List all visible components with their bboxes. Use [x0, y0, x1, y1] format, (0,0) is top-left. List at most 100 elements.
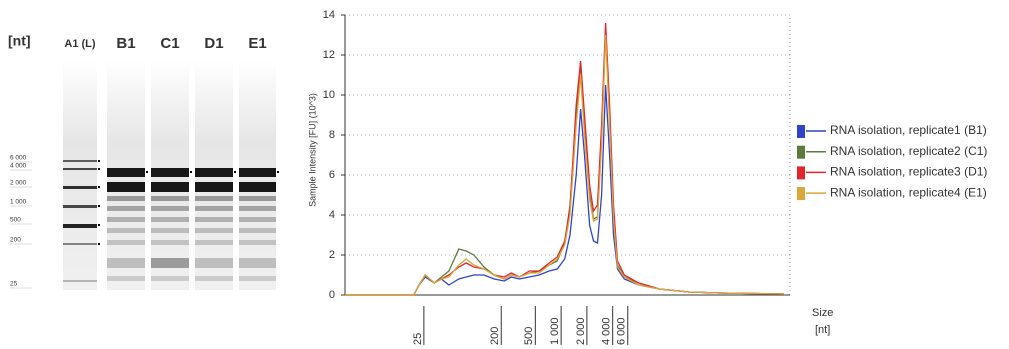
x-axis-label: Size — [812, 307, 833, 319]
y-tick-label: 2 — [329, 249, 335, 261]
page: [nt] Size [nt] Sample Intensity [FU] (10… — [0, 0, 1009, 349]
sample-band — [195, 217, 233, 222]
sample-band — [239, 217, 276, 222]
legend-item: RNA isolation, replicate4 (E1) — [797, 185, 987, 200]
band-marker — [98, 205, 100, 207]
ladder-band — [63, 186, 97, 189]
ladder-band — [63, 205, 97, 208]
band-marker — [98, 243, 100, 245]
sample-band — [151, 182, 189, 192]
ladder-band — [63, 280, 97, 282]
lane-label: C1 — [160, 35, 179, 52]
sample-band — [195, 276, 233, 281]
sample-band — [151, 240, 189, 245]
sample-band — [107, 182, 145, 192]
y-tick-label: 10 — [323, 89, 335, 101]
sample-band — [151, 206, 189, 211]
ladder-band — [63, 224, 97, 228]
band-marker — [98, 168, 100, 170]
sample-band — [239, 206, 276, 211]
y-tick-label: 12 — [323, 49, 335, 61]
sample-band — [195, 196, 233, 201]
legend-swatch — [797, 187, 805, 200]
ladder-band — [63, 243, 97, 245]
x-tick-label: 25 — [412, 333, 424, 345]
series-line — [345, 29, 784, 295]
sample-band — [239, 168, 276, 177]
sample-band — [195, 206, 233, 211]
ladder-label: 2 000 — [10, 180, 27, 187]
figure: [nt] Size [nt] Sample Intensity [FU] (10… — [0, 0, 1009, 349]
band-marker — [98, 160, 100, 162]
ladder-label: 4 000 — [10, 163, 27, 170]
series-line — [345, 85, 784, 295]
ladder-label: 200 — [10, 237, 21, 244]
sample-band — [151, 217, 189, 222]
sample-band — [239, 182, 276, 192]
sample-band — [107, 196, 145, 201]
legend-swatch — [797, 146, 805, 159]
band-marker — [277, 171, 279, 173]
lane-label: D1 — [204, 35, 223, 52]
legend-label: RNA isolation, replicate4 (E1) — [830, 185, 987, 199]
band-marker — [98, 186, 100, 188]
sample-band — [151, 258, 189, 268]
ladder-label: 500 — [10, 217, 21, 224]
sample-band — [107, 217, 145, 222]
x-axis-unit: [nt] — [815, 324, 830, 336]
legend-item: RNA isolation, replicate3 (D1) — [797, 165, 987, 180]
sample-band — [151, 168, 189, 177]
band-marker — [190, 171, 192, 173]
plot-frame — [345, 15, 790, 295]
legend-item: RNA isolation, replicate1 (B1) — [797, 123, 987, 138]
sample-band — [151, 228, 189, 233]
sample-band — [239, 228, 276, 233]
sample-band — [239, 258, 276, 268]
ladder-label: 1 000 — [10, 199, 27, 206]
band-marker — [98, 224, 100, 226]
series-line — [345, 35, 784, 295]
legend-item: RNA isolation, replicate2 (C1) — [797, 144, 987, 159]
legend-label: RNA isolation, replicate3 (D1) — [830, 165, 987, 179]
legend-label: RNA isolation, replicate2 (C1) — [830, 144, 987, 158]
legend-swatch — [797, 125, 805, 138]
y-tick-label: 14 — [323, 9, 335, 21]
gel-lane — [63, 60, 97, 290]
x-tick-label: 6 000 — [616, 317, 628, 345]
sample-band — [151, 276, 189, 281]
y-tick-label: 4 — [329, 209, 335, 221]
sample-band — [239, 196, 276, 201]
x-tick-label: 4 000 — [601, 317, 613, 345]
legend-swatch — [797, 166, 805, 179]
sample-band — [195, 228, 233, 233]
sample-band — [107, 240, 145, 245]
sample-band — [195, 182, 233, 192]
lane-label: E1 — [248, 35, 266, 52]
sample-band — [151, 196, 189, 201]
sample-band — [107, 168, 145, 177]
ladder-label: 25 — [10, 281, 18, 288]
ladder-band — [63, 168, 97, 170]
sample-band — [195, 168, 233, 177]
sample-band — [107, 258, 145, 268]
legend-label: RNA isolation, replicate1 (B1) — [830, 123, 987, 137]
x-tick-label: 1 000 — [549, 317, 561, 345]
lane-label: A1 (L) — [64, 38, 96, 50]
band-marker — [146, 171, 148, 173]
gel-unit: [nt] — [8, 33, 31, 49]
x-tick-label: 2 000 — [575, 317, 587, 345]
sample-band — [107, 206, 145, 211]
band-marker — [234, 171, 236, 173]
sample-band — [107, 228, 145, 233]
ladder-band — [63, 160, 97, 162]
y-tick-label: 6 — [329, 169, 335, 181]
y-tick-label: 0 — [329, 289, 335, 301]
lane-label: B1 — [116, 35, 135, 52]
sample-band — [239, 276, 276, 281]
sample-band — [195, 258, 233, 268]
sample-band — [195, 240, 233, 245]
y-tick-label: 8 — [329, 129, 335, 141]
ladder-label: 6 000 — [10, 155, 27, 162]
sample-band — [107, 276, 145, 281]
sample-band — [239, 240, 276, 245]
